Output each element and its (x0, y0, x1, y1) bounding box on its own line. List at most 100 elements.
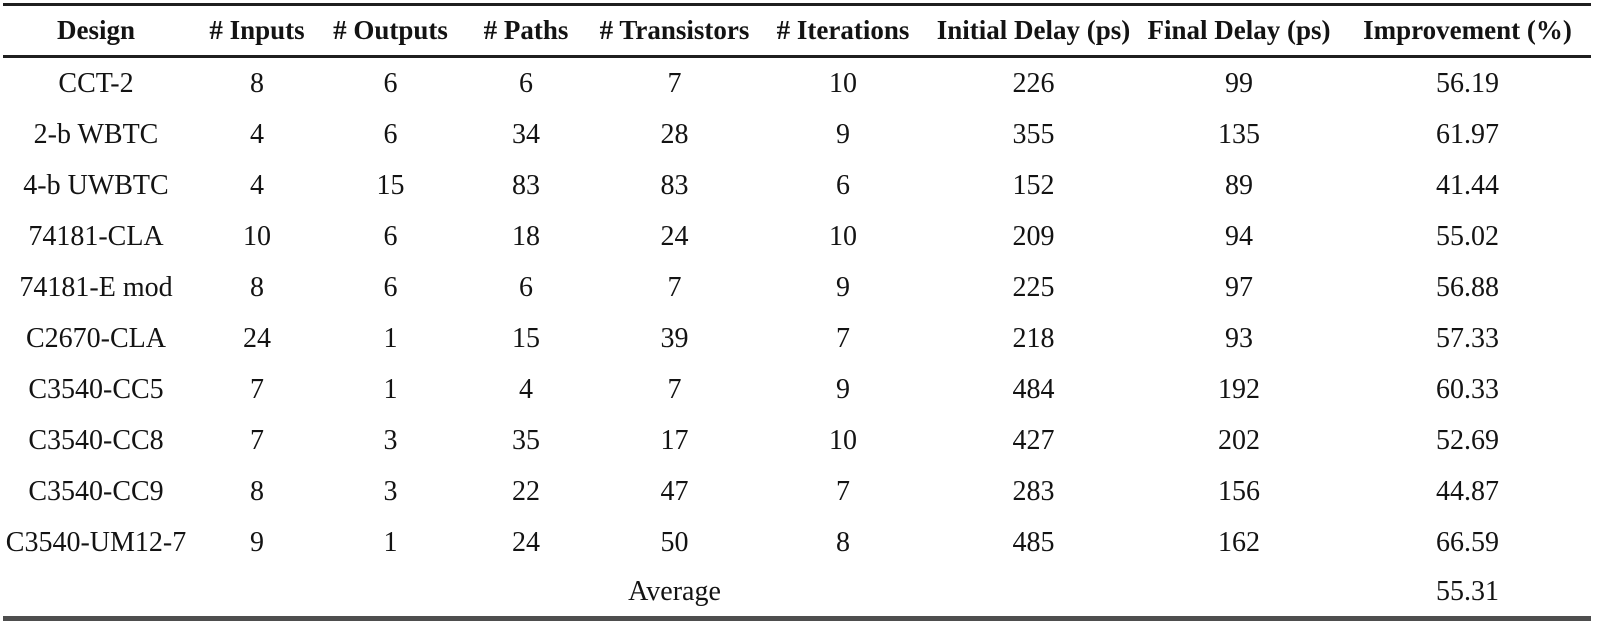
header-row: Design # Inputs # Outputs # Paths # Tran… (3, 4, 1591, 58)
value-cell: 6 (836, 169, 850, 201)
value-cell: 7 (836, 322, 850, 354)
table-row: C3540-CC8 7 3 35 17 10 427 202 52.69 (3, 415, 1591, 466)
table-row: C3540-CC9 8 3 22 47 7 283 156 44.87 (3, 466, 1591, 517)
value-cell: 226 (1012, 67, 1055, 99)
value-cell: 10 (243, 220, 271, 252)
value-cell: 9 (836, 373, 850, 405)
design-name-cell: C3540-UM12-7 (5, 526, 187, 558)
value-cell: 6 (383, 67, 398, 99)
value-cell: 355 (1012, 118, 1055, 150)
value-cell: 4 (250, 118, 264, 150)
value-cell: 56.88 (1436, 271, 1499, 303)
table-row: 74181-CLA 10 6 18 24 10 209 94 55.02 (3, 211, 1591, 262)
value-cell: 50 (660, 526, 689, 558)
value-cell: 7 (836, 475, 850, 507)
value-cell: 156 (1218, 475, 1260, 507)
design-name-cell: 4-b UWBTC (23, 169, 169, 201)
value-cell: 60.33 (1436, 373, 1499, 405)
value-cell: 56.19 (1436, 67, 1499, 99)
value-cell: 35 (512, 424, 540, 456)
value-cell: 6 (519, 271, 533, 303)
value-cell: 4 (519, 373, 533, 405)
value-cell: 83 (512, 169, 540, 201)
value-cell: 8 (250, 271, 264, 303)
value-cell: 202 (1218, 424, 1260, 456)
value-cell: 6 (383, 220, 398, 252)
value-cell: 52.69 (1436, 424, 1499, 456)
col-header-inputs: # Inputs (189, 4, 325, 58)
value-cell: 9 (836, 118, 850, 150)
value-cell: 10 (829, 424, 857, 456)
value-cell: 7 (667, 271, 682, 303)
design-name-cell: 74181-CLA (28, 220, 164, 252)
design-name-cell: 2-b WBTC (33, 118, 159, 150)
value-cell: 225 (1012, 271, 1055, 303)
design-name-cell: CCT-2 (58, 67, 134, 99)
value-cell: 8 (836, 526, 850, 558)
value-cell: 24 (660, 220, 689, 252)
value-cell: 18 (512, 220, 540, 252)
value-cell: 7 (667, 373, 682, 405)
design-name-cell: C3540-CC8 (28, 424, 164, 456)
results-table: Design # Inputs # Outputs # Paths # Tran… (3, 3, 1591, 621)
table-row: C3540-CC5 7 1 4 7 9 484 192 60.33 (3, 364, 1591, 415)
value-cell: 8 (250, 67, 264, 99)
value-cell: 17 (660, 424, 689, 456)
value-cell: 15 (376, 169, 405, 201)
design-name-cell: C3540-CC5 (28, 373, 164, 405)
value-cell: 89 (1225, 169, 1253, 201)
value-cell: 44.87 (1436, 475, 1499, 507)
col-header-iterations: # Iterations (753, 4, 933, 58)
value-cell: 39 (660, 322, 689, 354)
value-cell: 57.33 (1436, 322, 1499, 354)
value-cell: 7 (667, 67, 682, 99)
col-header-paths: # Paths (456, 4, 596, 58)
paper-results-table-figure: Design # Inputs # Outputs # Paths # Tran… (0, 3, 1604, 631)
value-cell: 209 (1012, 220, 1055, 252)
value-cell: 192 (1218, 373, 1260, 405)
value-cell: 485 (1012, 526, 1055, 558)
value-cell: 8 (250, 475, 264, 507)
value-cell: 6 (383, 118, 398, 150)
value-cell: 6 (383, 271, 398, 303)
value-cell: 9 (250, 526, 264, 558)
value-cell: 55.02 (1436, 220, 1499, 252)
value-cell: 1 (383, 373, 398, 405)
value-cell: 7 (250, 373, 264, 405)
col-header-final-delay: Final Delay (ps) (1134, 4, 1344, 58)
design-name-cell: 74181-E mod (19, 271, 173, 303)
table-row: 4-b UWBTC 4 15 83 83 6 152 89 41.44 (3, 160, 1591, 211)
empty-cell (3, 568, 596, 621)
design-name-cell: C3540-CC9 (28, 475, 164, 507)
design-name-cell: C2670-CLA (26, 322, 166, 354)
value-cell: 427 (1012, 424, 1055, 456)
col-header-improvement: Improvement (%) (1344, 4, 1591, 58)
value-cell: 1 (383, 322, 398, 354)
value-cell: 3 (383, 424, 398, 456)
value-cell: 34 (512, 118, 540, 150)
value-cell: 283 (1012, 475, 1055, 507)
col-header-initial-delay: Initial Delay (ps) (933, 4, 1134, 58)
table-row: C2670-CLA 24 1 15 39 7 218 93 57.33 (3, 313, 1591, 364)
value-cell: 15 (512, 322, 540, 354)
value-cell: 10 (829, 220, 857, 252)
value-cell: 6 (519, 67, 533, 99)
value-cell: 218 (1012, 322, 1055, 354)
value-cell: 10 (829, 67, 857, 99)
value-cell: 28 (660, 118, 689, 150)
value-cell: 9 (836, 271, 850, 303)
value-cell: 83 (660, 169, 689, 201)
value-cell: 152 (1012, 169, 1055, 201)
value-cell: 1 (383, 526, 398, 558)
value-cell: 135 (1218, 118, 1260, 150)
value-cell: 22 (512, 475, 540, 507)
value-cell: 7 (250, 424, 264, 456)
value-cell: 162 (1218, 526, 1260, 558)
table-row: C3540-UM12-7 9 1 24 50 8 485 162 66.59 (3, 517, 1591, 568)
value-cell: 3 (383, 475, 398, 507)
value-cell: 66.59 (1436, 526, 1499, 558)
table-row: 2-b WBTC 4 6 34 28 9 355 135 61.97 (3, 109, 1591, 160)
value-cell: 99 (1225, 67, 1253, 99)
table-row: 74181-E mod 8 6 6 7 9 225 97 56.88 (3, 262, 1591, 313)
table-row: CCT-2 8 6 6 7 10 226 99 56.19 (3, 57, 1591, 110)
